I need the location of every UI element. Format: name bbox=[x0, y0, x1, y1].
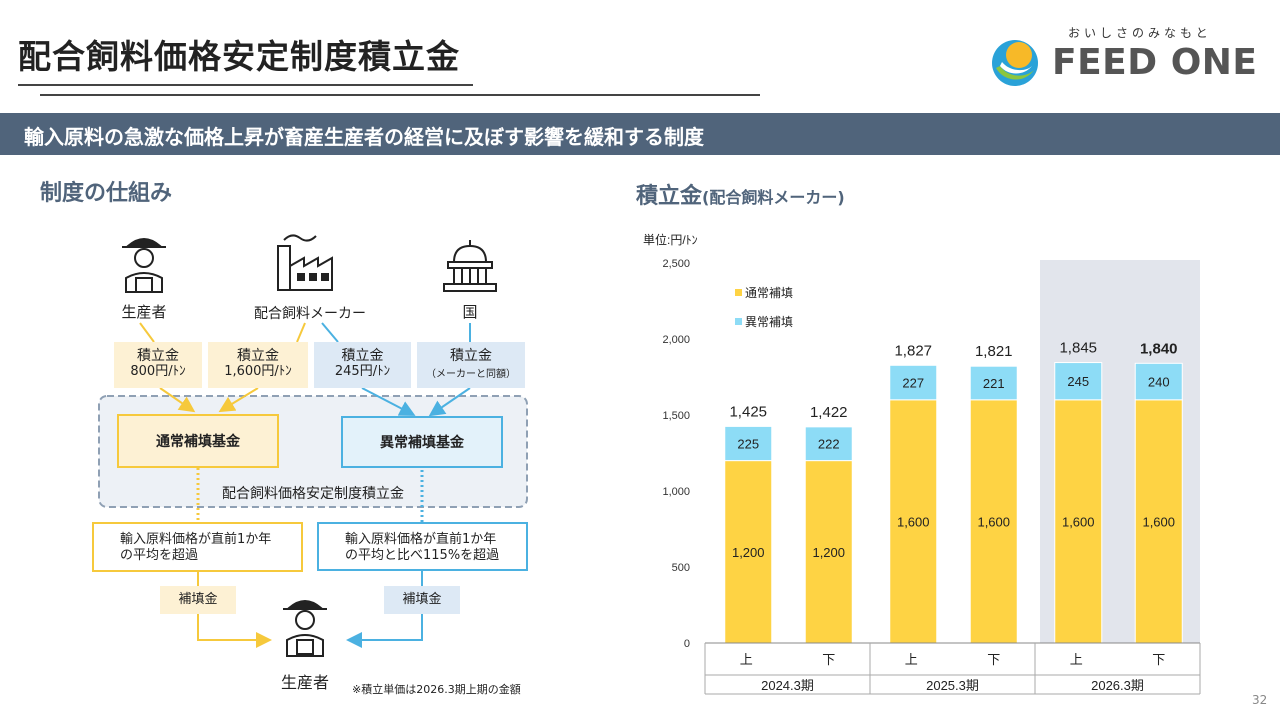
bar-segment-abnormal bbox=[1134, 362, 1183, 401]
legend-swatch bbox=[735, 289, 742, 296]
legend-swatch bbox=[735, 318, 742, 325]
bar-total-label: 1,827 bbox=[894, 342, 932, 359]
y-tick-label: 500 bbox=[672, 562, 690, 574]
x-tick-label: 下 bbox=[987, 652, 1000, 667]
bar-segment-abnormal bbox=[724, 425, 773, 462]
mechanism-section-title: 制度の仕組み bbox=[40, 181, 173, 206]
bar-segment-normal bbox=[1054, 399, 1103, 644]
feed-one-logo-icon bbox=[992, 40, 1038, 86]
bar-segment-abnormal bbox=[889, 364, 938, 401]
reserve-section-title: 積立金(配合飼料メーカー) bbox=[636, 178, 845, 210]
logo-wordmark: FEED ONE bbox=[1052, 42, 1258, 83]
x-group-label: 2024.3期 bbox=[761, 678, 814, 693]
contribution-producer: 積立金 800円/ﾄﾝ bbox=[114, 342, 202, 388]
y-tick-label: 1,500 bbox=[662, 410, 690, 422]
reserve-title-main: 積立金 bbox=[636, 184, 703, 209]
bar-value-label: 225 bbox=[737, 437, 759, 452]
bar-total-label: 1,821 bbox=[975, 343, 1013, 360]
bar-total-label: 1,845 bbox=[1059, 340, 1097, 357]
bar-value-label: 222 bbox=[818, 437, 840, 452]
summary-banner: 輸入原料の急激な価格上昇が畜産生産者の経営に及ぼす影響を緩和する制度 bbox=[0, 113, 1280, 155]
legend-label: 異常補填 bbox=[745, 315, 793, 329]
contribution-country: 積立金 （メーカーと同額） bbox=[417, 342, 525, 388]
bar-value-label: 1,600 bbox=[1142, 514, 1175, 529]
title-underline-secondary bbox=[40, 94, 760, 96]
legend-label: 通常補填 bbox=[745, 286, 793, 300]
bar-segment-normal bbox=[724, 460, 773, 644]
bar-segment-normal bbox=[889, 399, 938, 644]
actor-producer-label: 生産者 bbox=[121, 303, 167, 321]
bar-value-label: 1,200 bbox=[732, 545, 765, 560]
bar-value-label: 1,600 bbox=[1062, 514, 1095, 529]
contribution-label: 積立金 bbox=[341, 348, 384, 364]
factory-icon bbox=[277, 234, 333, 291]
abnormal-condition-box: 輸入原料価格が直前1か年 の平均と比べ115%を超過 bbox=[317, 522, 528, 571]
x-group-label: 2025.3期 bbox=[926, 678, 979, 693]
contribution-amount: （メーカーと同額） bbox=[426, 369, 516, 380]
x-tick-label: 下 bbox=[1152, 652, 1165, 667]
contribution-label: 積立金 bbox=[137, 348, 179, 364]
normal-fund-box: 通常補填基金 bbox=[117, 414, 279, 468]
bar-value-label: 245 bbox=[1067, 374, 1089, 389]
y-tick-label: 1,000 bbox=[662, 486, 690, 498]
bar-value-label: 227 bbox=[902, 376, 924, 391]
producer-icon bbox=[122, 238, 166, 293]
contribution-label: 積立金 bbox=[450, 348, 492, 364]
recipient-producer-label: 生産者 bbox=[280, 673, 329, 692]
y-tick-label: 2,500 bbox=[662, 258, 690, 270]
x-tick-label: 上 bbox=[1070, 652, 1083, 667]
contribution-amount: 1,600円/ﾄﾝ bbox=[224, 364, 292, 379]
contribution-maker-abnormal: 積立金 245円/ﾄﾝ bbox=[314, 342, 411, 388]
y-tick-label: 2,000 bbox=[662, 334, 690, 346]
producer-recipient-icon bbox=[283, 600, 327, 657]
bar-value-label: 240 bbox=[1148, 375, 1170, 390]
contribution-amount: 800円/ﾄﾝ bbox=[130, 364, 186, 379]
condition-line: の平均を超過 bbox=[120, 548, 199, 563]
y-unit-label: 単位:円/ﾄﾝ bbox=[643, 232, 698, 247]
bar-segment-normal bbox=[969, 399, 1018, 644]
logo-tagline: おいしさのみなもと bbox=[1068, 26, 1212, 40]
bar-value-label: 1,600 bbox=[897, 514, 930, 529]
bar-total-label: 1,422 bbox=[810, 404, 848, 421]
condition-line: 輸入原料価格が直前1か年 bbox=[120, 532, 272, 547]
abnormal-fund-box: 異常補填基金 bbox=[341, 416, 503, 468]
bar-segment-abnormal bbox=[1054, 362, 1103, 401]
abnormal-payout-tag: 補填金 bbox=[384, 586, 460, 614]
bar-segment-abnormal bbox=[969, 365, 1018, 401]
actor-maker-label: 配合飼料メーカー bbox=[254, 306, 366, 322]
bar-segment-abnormal bbox=[804, 426, 853, 462]
y-tick-label: 0 bbox=[684, 638, 690, 650]
normal-payout-tag: 補填金 bbox=[160, 586, 236, 614]
condition-line: の平均と比べ115%を超過 bbox=[345, 548, 500, 563]
condition-line: 輸入原料価格が直前1か年 bbox=[345, 532, 497, 547]
bar-total-label: 1,840 bbox=[1140, 340, 1178, 357]
page-title: 配合飼料価格安定制度積立金 bbox=[18, 37, 460, 76]
title-underline bbox=[18, 84, 473, 86]
x-group-label: 2026.3期 bbox=[1091, 678, 1144, 693]
banner-text: 輸入原料の急激な価格上昇が畜産生産者の経営に及ぼす影響を緩和する制度 bbox=[24, 125, 704, 149]
government-building-icon bbox=[443, 240, 497, 292]
x-tick-label: 上 bbox=[740, 652, 753, 667]
x-tick-label: 下 bbox=[822, 652, 835, 667]
system-fund-label: 配合飼料価格安定制度積立金 bbox=[222, 486, 404, 502]
bar-total-label: 1,425 bbox=[729, 403, 767, 420]
normal-condition-box: 輸入原料価格が直前1か年 の平均を超過 bbox=[92, 522, 303, 572]
bar-value-label: 1,600 bbox=[977, 514, 1010, 529]
page-number: 32 bbox=[1252, 693, 1268, 707]
actor-country-label: 国 bbox=[462, 303, 478, 321]
bar-value-label: 221 bbox=[983, 376, 1005, 391]
contribution-amount: 245円/ﾄﾝ bbox=[334, 364, 391, 379]
contribution-label: 積立金 bbox=[237, 348, 279, 364]
footnote: ※積立単価は2026.3期上期の金額 bbox=[352, 683, 521, 696]
reserve-title-sub: (配合飼料メーカー) bbox=[702, 188, 845, 207]
x-tick-label: 上 bbox=[905, 652, 918, 667]
contribution-maker-normal: 積立金 1,600円/ﾄﾝ bbox=[208, 342, 308, 388]
bar-value-label: 1,200 bbox=[812, 545, 845, 560]
